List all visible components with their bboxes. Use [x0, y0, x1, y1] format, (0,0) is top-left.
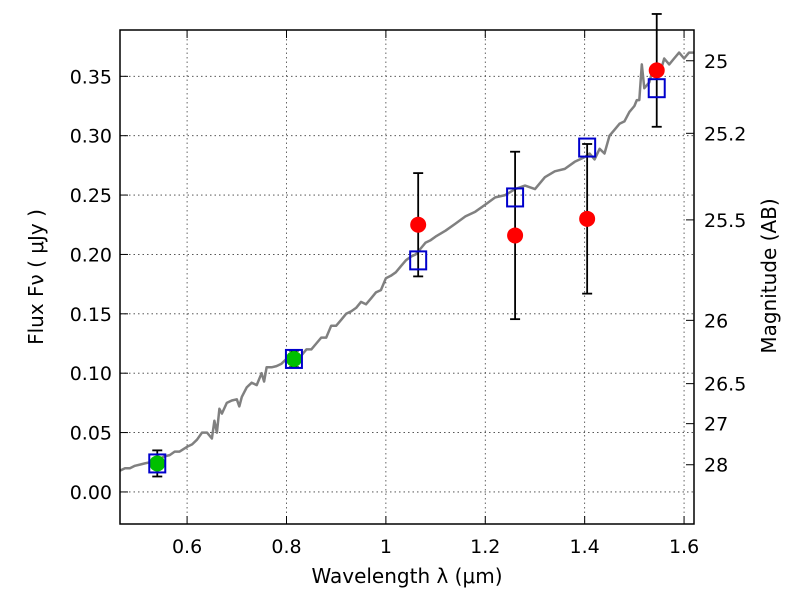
y2-tick-label: 25 — [704, 51, 728, 73]
y2-tick-label: 26 — [704, 310, 728, 332]
y-tick-label: 0.30 — [70, 126, 112, 148]
y2-tick-label: 27 — [704, 414, 728, 436]
tick-layer — [120, 30, 694, 524]
x-tick-label: 1.4 — [570, 536, 600, 558]
y-tick-label: 0.15 — [70, 304, 112, 326]
y-axis-label: Flux Fν ( μJy ) — [24, 209, 48, 345]
observed-point-2 — [410, 216, 427, 233]
observed-point-3 — [507, 227, 524, 244]
synthetic-point-2 — [409, 250, 428, 271]
grid-layer — [120, 30, 694, 524]
tick-label-layer: 0.6 0.8 1 1.2 1.4 1.6 0.00 0.05 0.10 0.15 0.20 0.25… — [70, 51, 747, 558]
observed-point-1 — [285, 350, 302, 367]
y-tick-label: 0.35 — [70, 66, 112, 88]
y-tick-label: 0.20 — [70, 244, 112, 266]
model-layer — [119, 51, 694, 472]
x-tick-label: 0.6 — [172, 536, 202, 558]
y-tick-label: 0.05 — [70, 423, 112, 445]
error-layer — [152, 13, 662, 478]
model-spectrum-line — [119, 51, 694, 472]
y2-tick-label: 25.2 — [704, 123, 746, 145]
y2-tick-label: 28 — [704, 455, 728, 477]
x-tick-label: 1.2 — [470, 536, 500, 558]
observed-layer — [149, 62, 665, 472]
synthetic-layer — [148, 78, 666, 474]
x-axis-label: Wavelength λ (μm) — [311, 564, 502, 588]
observed-point-0 — [149, 455, 166, 472]
y2-axis-label: Magnitude (AB) — [757, 198, 781, 353]
x-tick-label: 1 — [380, 536, 392, 558]
x-tick-label: 1.6 — [669, 536, 699, 558]
y-tick-label: 0.10 — [70, 363, 112, 385]
y-tick-label: 0.25 — [70, 185, 112, 207]
synthetic-point-4 — [578, 137, 597, 158]
observed-point-5 — [648, 62, 665, 79]
synthetic-point-1 — [284, 348, 303, 369]
synthetic-point-0 — [148, 453, 167, 474]
y-tick-label: 0.00 — [70, 482, 112, 504]
synthetic-point-5 — [647, 78, 666, 99]
y2-tick-label: 25.5 — [704, 210, 746, 232]
plot-frame — [119, 29, 695, 525]
y2-tick-label: 26.5 — [704, 374, 746, 396]
x-tick-label: 0.8 — [271, 536, 301, 558]
observed-point-4 — [579, 210, 596, 227]
synthetic-point-3 — [506, 187, 525, 208]
